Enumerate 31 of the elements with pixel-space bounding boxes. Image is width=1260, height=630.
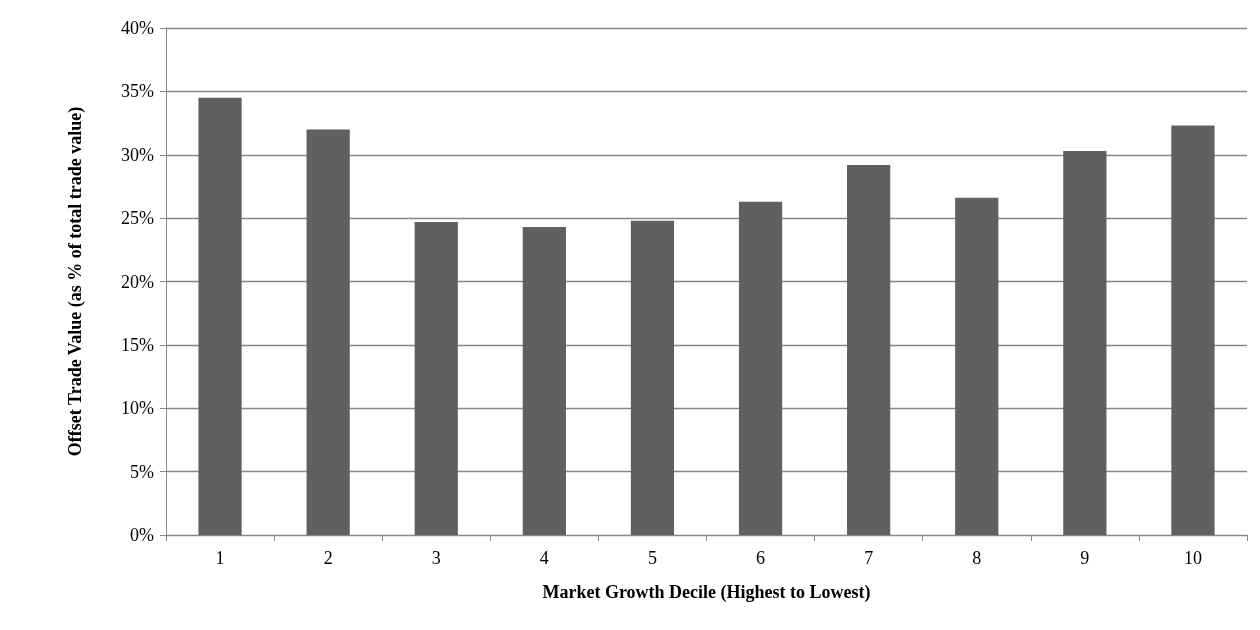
x-tick-label: 5 — [647, 548, 657, 568]
y-tick-label: 15% — [121, 334, 154, 355]
bar — [1063, 150, 1107, 535]
x-tick-label: 1 — [215, 548, 225, 568]
y-tick-label: 20% — [121, 271, 154, 292]
y-tick-label: 30% — [121, 144, 154, 165]
x-tick-label: 6 — [756, 548, 766, 568]
y-tick-label: 40% — [121, 18, 154, 38]
y-axis-title: Offset Trade Value (as % of total trade value) — [65, 106, 86, 457]
bar — [847, 164, 891, 535]
bar — [955, 197, 999, 535]
y-tick-label: 0% — [130, 525, 154, 545]
bar — [306, 129, 350, 535]
y-tick-label: 5% — [130, 461, 154, 482]
y-tick-label: 35% — [121, 81, 154, 102]
x-tick-label: 9 — [1080, 548, 1090, 568]
bar — [630, 220, 675, 535]
x-tick-label: 2 — [323, 548, 333, 568]
y-tick-label: 25% — [121, 208, 154, 229]
bar — [198, 97, 242, 535]
x-tick-label: 4 — [539, 548, 549, 568]
bar — [738, 201, 783, 535]
bar — [414, 221, 458, 535]
x-tick-label: 10 — [1183, 548, 1202, 568]
x-tick-label: 8 — [972, 548, 982, 568]
x-tick-label: 7 — [864, 548, 874, 568]
y-tick-label: 10% — [121, 398, 154, 419]
bar — [1171, 125, 1215, 535]
x-tick-label: 3 — [431, 548, 441, 568]
x-axis-title: Market Growth Decile (Highest to Lowest) — [542, 582, 871, 603]
bar — [522, 227, 566, 535]
